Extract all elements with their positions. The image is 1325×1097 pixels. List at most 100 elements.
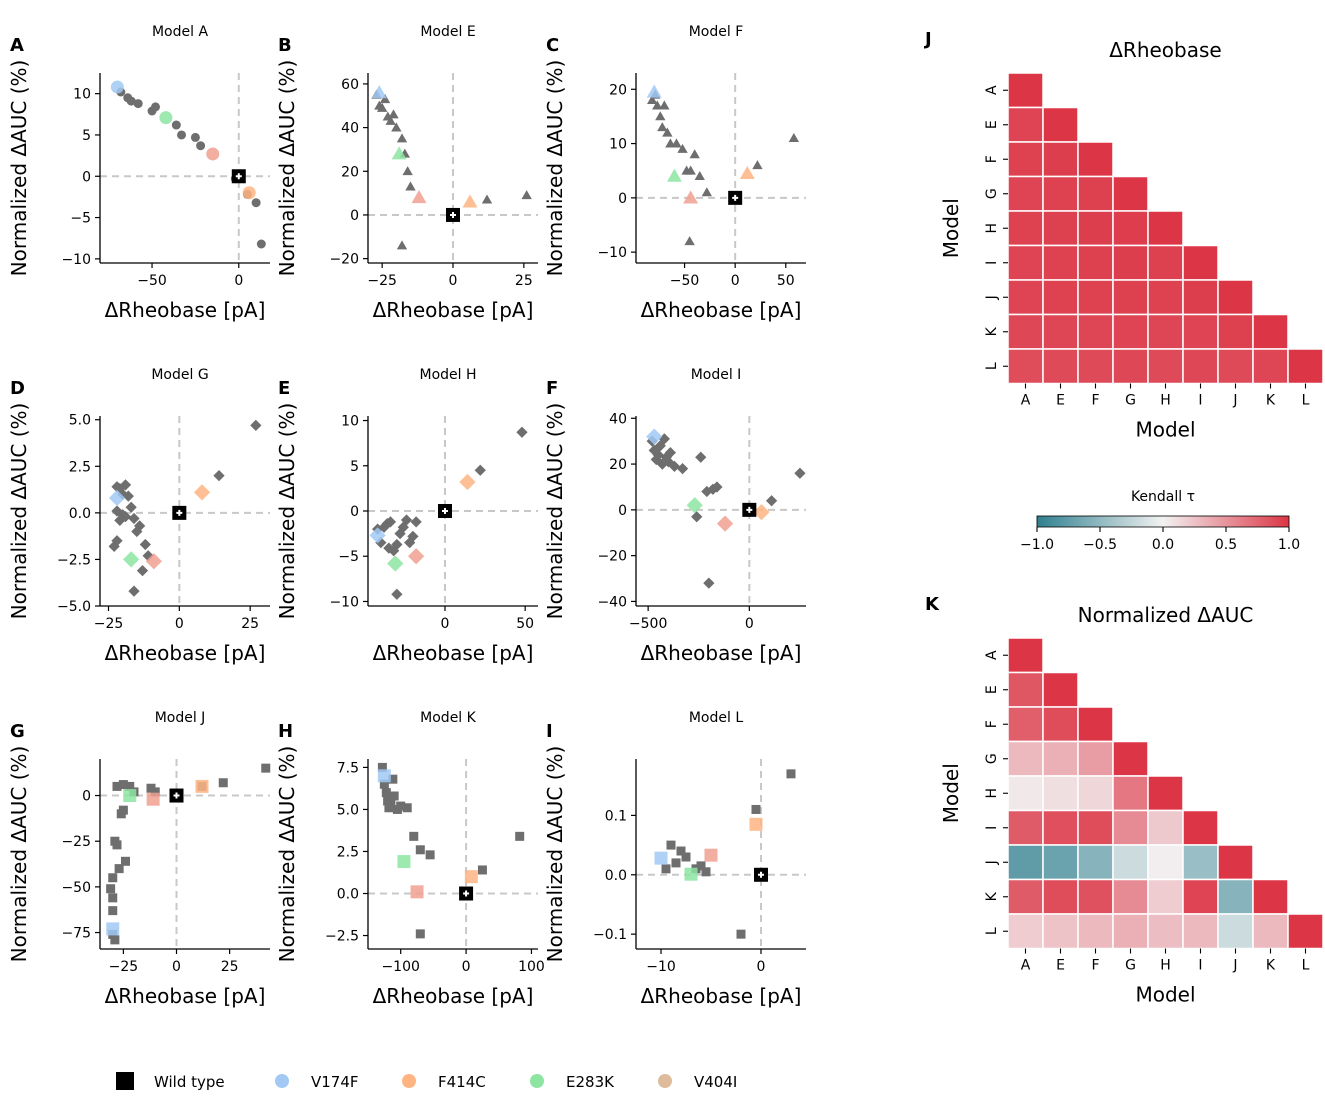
data-point [177,130,187,140]
y-tick-label: −10 [597,245,627,261]
data-point [125,501,137,513]
data-point [752,160,763,170]
x-axis-label: ΔRheobase [pA] [105,298,266,322]
data-point [711,481,723,493]
y-tick-label: 0.1 [605,808,627,824]
x-tick-label: 50 [777,273,795,289]
data-points [110,80,266,249]
data-point [391,122,402,132]
heatmap-cell [1217,279,1254,316]
heatmap-cell [1077,313,1114,350]
x-tick-label: 0 [172,959,181,975]
data-point [218,778,228,788]
y-axis-label: Normalized ΔAUC (%) [543,60,567,277]
y-tick-label: G [984,188,1000,199]
data-point [695,451,707,463]
mutant-point-E283K [123,551,140,568]
mutant-point-F414C [753,504,770,521]
y-tick-label: 10 [73,87,91,103]
x-tick-label: −50 [670,273,700,289]
y-tick-label: 0 [618,503,627,519]
legend-label: Wild type [154,1073,225,1091]
panel-letter: I [546,721,553,742]
y-tick-label: E [984,685,1000,694]
heatmap-cell [1077,279,1114,316]
heatmap-cell [1217,348,1254,385]
y-tick-label: 5 [82,128,91,144]
data-point [136,564,149,577]
y-tick-label: A [984,650,1000,660]
legend-marker-V404I [658,1074,672,1088]
x-tick-label: 0 [745,616,754,632]
data-point [122,490,134,502]
data-point [521,190,532,200]
y-axis-label: Normalized ΔAUC (%) [7,746,31,963]
data-point [384,516,397,528]
x-tick-label: E [1056,393,1065,409]
data-point [261,763,271,773]
mutant-point-V404I [410,885,424,899]
data-point [400,514,413,526]
heatmap-cell [1007,637,1044,674]
legend-label: V174F [311,1073,359,1091]
data-point [133,99,143,109]
data-point [389,791,399,801]
mutant-point-V174F [654,851,668,865]
y-tick-label: 2.5 [337,844,359,860]
x-axis-label: ΔRheobase [pA] [105,641,266,665]
data-points [106,763,271,945]
data-point [691,511,703,523]
legend: Wild type V174F F414C E283K V404I [116,1072,737,1091]
data-point [377,762,387,772]
panel-letter: D [10,378,25,399]
data-point [736,929,746,939]
y-tick-label: 40 [341,121,359,137]
y-tick-label: 2.5 [69,459,91,475]
data-point [751,804,761,814]
data-points [371,85,532,250]
data-point [694,170,705,181]
heatmap-cell [1217,913,1254,950]
data-point [251,198,261,208]
heatmap-panel-J: J ΔRheobase A A E E F F G G H H I I J J K K L L Model Model [923,29,1324,442]
heatmap-cell [1112,913,1149,950]
y-tick-label: 60 [341,77,359,93]
mutant-point-V174F [371,85,387,99]
mutant-point-E283K [391,146,407,160]
data-point [659,100,670,110]
x-tick-label: −500 [629,616,667,632]
panel-title: Model A [152,24,208,40]
heatmap-cell [1147,348,1184,385]
data-point [676,463,689,475]
heatmap-cell [1007,775,1044,812]
data-point [151,102,161,112]
data-point [662,127,673,137]
x-tick-label: −100 [381,959,419,975]
y-tick-label: 7.5 [337,760,359,776]
data-points [377,762,525,939]
y-tick-label: 0.0 [69,506,91,522]
heatmap-cells [1007,72,1324,385]
heatmap-cell [1147,244,1184,281]
panel-title: Model J [155,710,206,726]
data-point [134,520,146,532]
legend-label: V404I [694,1073,737,1091]
data-point [481,194,493,204]
y-tick-label: 5.0 [69,413,91,429]
y-axis-label: Normalized ΔAUC (%) [275,60,299,277]
panel-letter: K [925,594,940,615]
heatmap-cell [1112,210,1149,247]
x-tick-label: 0 [449,273,458,289]
x-tick-label: H [1160,958,1171,974]
heatmap-cell [1182,844,1219,881]
data-point [765,495,778,507]
legend-label: E283K [566,1073,615,1091]
heatmap-cell [1182,279,1219,316]
heatmap-cell [1007,740,1044,777]
panel-title: Model I [691,367,742,383]
data-point [671,138,682,148]
data-point [474,464,486,476]
y-tick-label: 0 [82,789,91,805]
heatmap-cell [1112,175,1149,212]
heatmap-cell [1147,878,1184,915]
